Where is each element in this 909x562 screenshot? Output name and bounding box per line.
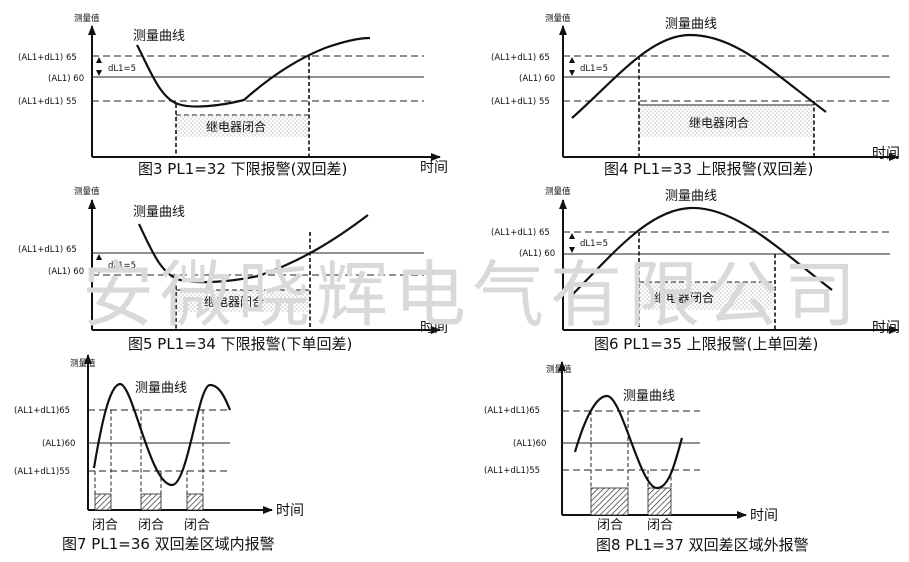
upper-threshold-label: (AL1+dL1)65: [484, 406, 540, 416]
lower-threshold-label: (AL1+dL1) 55: [491, 97, 550, 107]
measurement-curve: [138, 214, 369, 284]
curve-label: 测量曲线: [135, 381, 187, 396]
setpoint-label: (AL1) 60: [519, 249, 555, 259]
upper-threshold-label: (AL1+dL1) 65: [491, 228, 550, 238]
lower-threshold-label: (AL1+dL1)55: [14, 467, 70, 477]
figure-5: 测量值 时间 (AL1+dL1) 65 (AL1) 60 dL1=5 继电器闭合…: [18, 186, 448, 353]
watermark-text: 安微晓辉电气有限公司: [82, 253, 862, 337]
relay-closed-region: [639, 105, 814, 137]
relay-closed-block: [94, 493, 112, 511]
measurement-curve: [573, 394, 684, 490]
x-axis-label: 时间: [750, 508, 778, 524]
measurement-curve: [136, 36, 371, 108]
figure-caption: 图5 PL1=34 下限报警(下单回差): [128, 335, 352, 353]
upper-threshold-label: (AL1+dL1) 65: [18, 53, 77, 63]
relay-closed-region: [176, 115, 309, 137]
relay-closed-label: 继电器闭合: [206, 119, 266, 134]
setpoint-label: (AL1)60: [42, 439, 75, 449]
hysteresis-label: dL1=5: [108, 64, 136, 74]
relay-closed-region: [639, 282, 775, 310]
x-axis-label: 时间: [872, 320, 900, 336]
setpoint-label: (AL1)60: [513, 439, 546, 449]
setpoint-label: (AL1) 60: [48, 74, 84, 84]
relay-closed-region: [176, 290, 310, 312]
measurement-curve: [571, 206, 833, 296]
hysteresis-label: dL1=5: [580, 64, 608, 74]
relay-closed-label: 继电器闭合: [689, 115, 749, 130]
figure-6: 测量值 时间 (AL1+dL1) 65 (AL1) 60 dL1=5 继电器闭合…: [491, 186, 900, 353]
curve-label: 测量曲线: [623, 389, 675, 404]
figure-caption: 图3 PL1=32 下限报警(双回差): [138, 160, 347, 178]
relay-closed-block: [186, 493, 204, 511]
curve-label: 测量曲线: [665, 17, 717, 32]
figure-caption: 图4 PL1=33 上限报警(双回差): [604, 160, 813, 178]
figure-caption: 图6 PL1=35 上限报警(上单回差): [594, 335, 818, 353]
setpoint-label: (AL1) 60: [48, 267, 84, 277]
y-axis-label: 测量值: [74, 13, 100, 24]
figure-caption: 图7 PL1=36 双回差区域内报警: [62, 535, 275, 553]
figure-8: 测量值 时间 (AL1+dL1)65 (AL1)60 (AL1+dL1)55 测…: [484, 361, 809, 554]
curve-label: 测量曲线: [133, 205, 185, 220]
relay-closed-label: 继电器闭合: [204, 294, 264, 309]
figure-7: 测量值 时间 (AL1+dL1)65 (AL1)60 (AL1+dL1)55 测…: [14, 354, 304, 553]
y-axis-label: 测量值: [70, 358, 96, 369]
lower-threshold-label: (AL1+dL1)55: [484, 466, 540, 476]
y-axis-label: 测量值: [545, 186, 571, 197]
measurement-curve: [92, 382, 232, 487]
figure-caption: 图8 PL1=37 双回差区域外报警: [596, 536, 809, 554]
hysteresis-label: dL1=5: [108, 261, 136, 271]
x-axis-label: 时间: [420, 320, 448, 336]
setpoint-label: (AL1) 60: [519, 74, 555, 84]
relay-closed-block: [590, 487, 629, 516]
y-axis-label: 测量值: [545, 13, 571, 24]
relay-closed-label: 闭合: [647, 518, 673, 533]
upper-threshold-label: (AL1+dL1)65: [14, 406, 70, 416]
y-axis-label: 测量值: [74, 186, 100, 197]
lower-threshold-label: (AL1+dL1) 55: [18, 97, 77, 107]
relay-closed-label: 闭合: [184, 518, 210, 533]
x-axis-label: 时间: [276, 503, 304, 519]
x-axis-label: 时间: [420, 160, 448, 176]
figure-3: 测量值 时间 (AL1+dL1) 65 (AL1) 60 (AL1+dL1) 5…: [18, 13, 448, 178]
relay-closed-label: 继电器闭合: [654, 290, 714, 305]
upper-threshold-label: (AL1+dL1) 65: [491, 53, 550, 63]
hysteresis-label: dL1=5: [580, 239, 608, 249]
x-axis-label: 时间: [872, 146, 900, 162]
curve-label: 测量曲线: [133, 29, 185, 44]
relay-closed-block: [140, 493, 162, 511]
figure-4: 测量值 时间 (AL1+dL1) 65 (AL1) 60 (AL1+dL1) 5…: [491, 13, 900, 178]
measurement-curve: [571, 33, 827, 119]
y-axis-label: 测量值: [546, 364, 572, 375]
relay-closed-label: 闭合: [138, 518, 164, 533]
curve-label: 测量曲线: [665, 189, 717, 204]
relay-closed-block: [647, 487, 672, 516]
upper-threshold-label: (AL1+dL1) 65: [18, 245, 77, 255]
relay-closed-label: 闭合: [597, 518, 623, 533]
relay-closed-label: 闭合: [92, 518, 118, 533]
